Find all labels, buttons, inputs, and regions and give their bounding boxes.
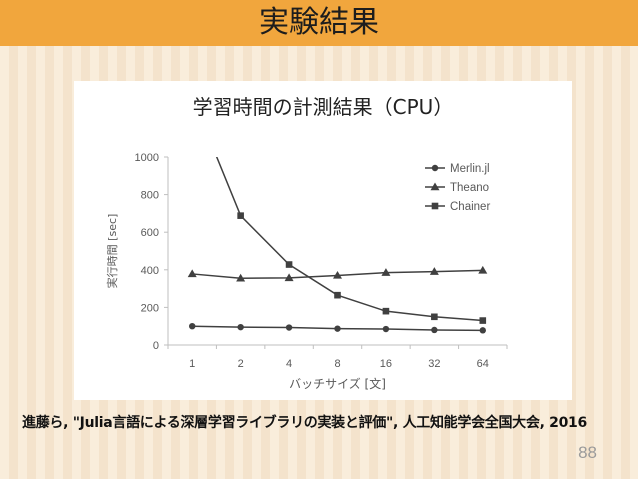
data-point-theano xyxy=(333,270,342,279)
data-point-merlin-jl xyxy=(237,323,244,331)
y-tick-label: 400 xyxy=(141,265,159,277)
data-point-chainer xyxy=(479,317,487,324)
data-point-theano xyxy=(429,267,439,275)
y-axis-label: 実行時間 [sec] xyxy=(105,214,119,289)
chart-title: 学習時間の計測結果（CPU） xyxy=(192,95,454,119)
x-tick-label: 64 xyxy=(477,358,489,370)
x-axis-label: バッチサイズ [文] xyxy=(289,376,386,391)
y-tick-label: 600 xyxy=(141,227,159,239)
series-merlin-jl xyxy=(189,323,486,334)
legend-label-theano: Theano xyxy=(450,182,489,194)
data-point-theano xyxy=(381,268,391,276)
legend-marker-theano xyxy=(430,182,440,191)
x-tick-label: 8 xyxy=(334,358,340,370)
x-tick-label: 32 xyxy=(428,358,440,370)
data-point-chainer xyxy=(382,307,390,315)
slide-title: 実験結果 xyxy=(259,5,379,40)
data-point-theano xyxy=(284,273,294,282)
line-chart: 0 200 400 600 800 1000 1 2 4 8 16 32 64 バッチサイズ [文] 実行時… xyxy=(105,152,508,391)
title-bar xyxy=(0,0,638,46)
data-point-chainer xyxy=(285,261,293,268)
data-point-chainer xyxy=(237,212,244,219)
series-line-chainer xyxy=(215,157,483,322)
data-point-merlin-jl xyxy=(479,327,486,334)
data-point-theano xyxy=(478,265,488,274)
y-tick-label: 1000 xyxy=(135,152,159,164)
page-number: 88 xyxy=(578,443,597,462)
data-point-merlin-jl xyxy=(189,323,196,330)
x-tick-label: 4 xyxy=(286,358,292,370)
data-point-merlin-jl xyxy=(382,325,390,333)
legend-label-merlin-jl: Merlin.jl xyxy=(450,163,490,175)
data-point-theano xyxy=(187,269,197,278)
x-tick-label: 1 xyxy=(189,358,195,370)
y-tick-label: 200 xyxy=(141,302,159,314)
data-point-chainer xyxy=(334,291,341,299)
x-tick-label: 2 xyxy=(238,358,244,370)
data-point-theano xyxy=(236,273,246,282)
citation: 進藤ら, "Julia言語による深層学習ライブラリの実装と評価", 人工知能学会… xyxy=(22,415,587,431)
legend-marker-merlin-jl xyxy=(431,164,439,172)
y-tick-label: 800 xyxy=(141,190,159,202)
legend-label-chainer: Chainer xyxy=(450,201,490,213)
series-theano xyxy=(187,265,488,282)
legend-marker-chainer xyxy=(431,202,439,210)
data-point-merlin-jl xyxy=(334,325,341,332)
y-tick-label: 0 xyxy=(153,340,159,352)
data-point-merlin-jl xyxy=(285,324,293,331)
data-point-merlin-jl xyxy=(431,326,438,334)
data-point-chainer xyxy=(431,313,438,321)
chart-panel: 学習時間の計測結果（CPU） 0 200 400 600 800 1000 1 2 4 8 16 32… xyxy=(74,81,572,400)
x-tick-label: 16 xyxy=(380,358,392,370)
series-chainer xyxy=(215,157,487,324)
